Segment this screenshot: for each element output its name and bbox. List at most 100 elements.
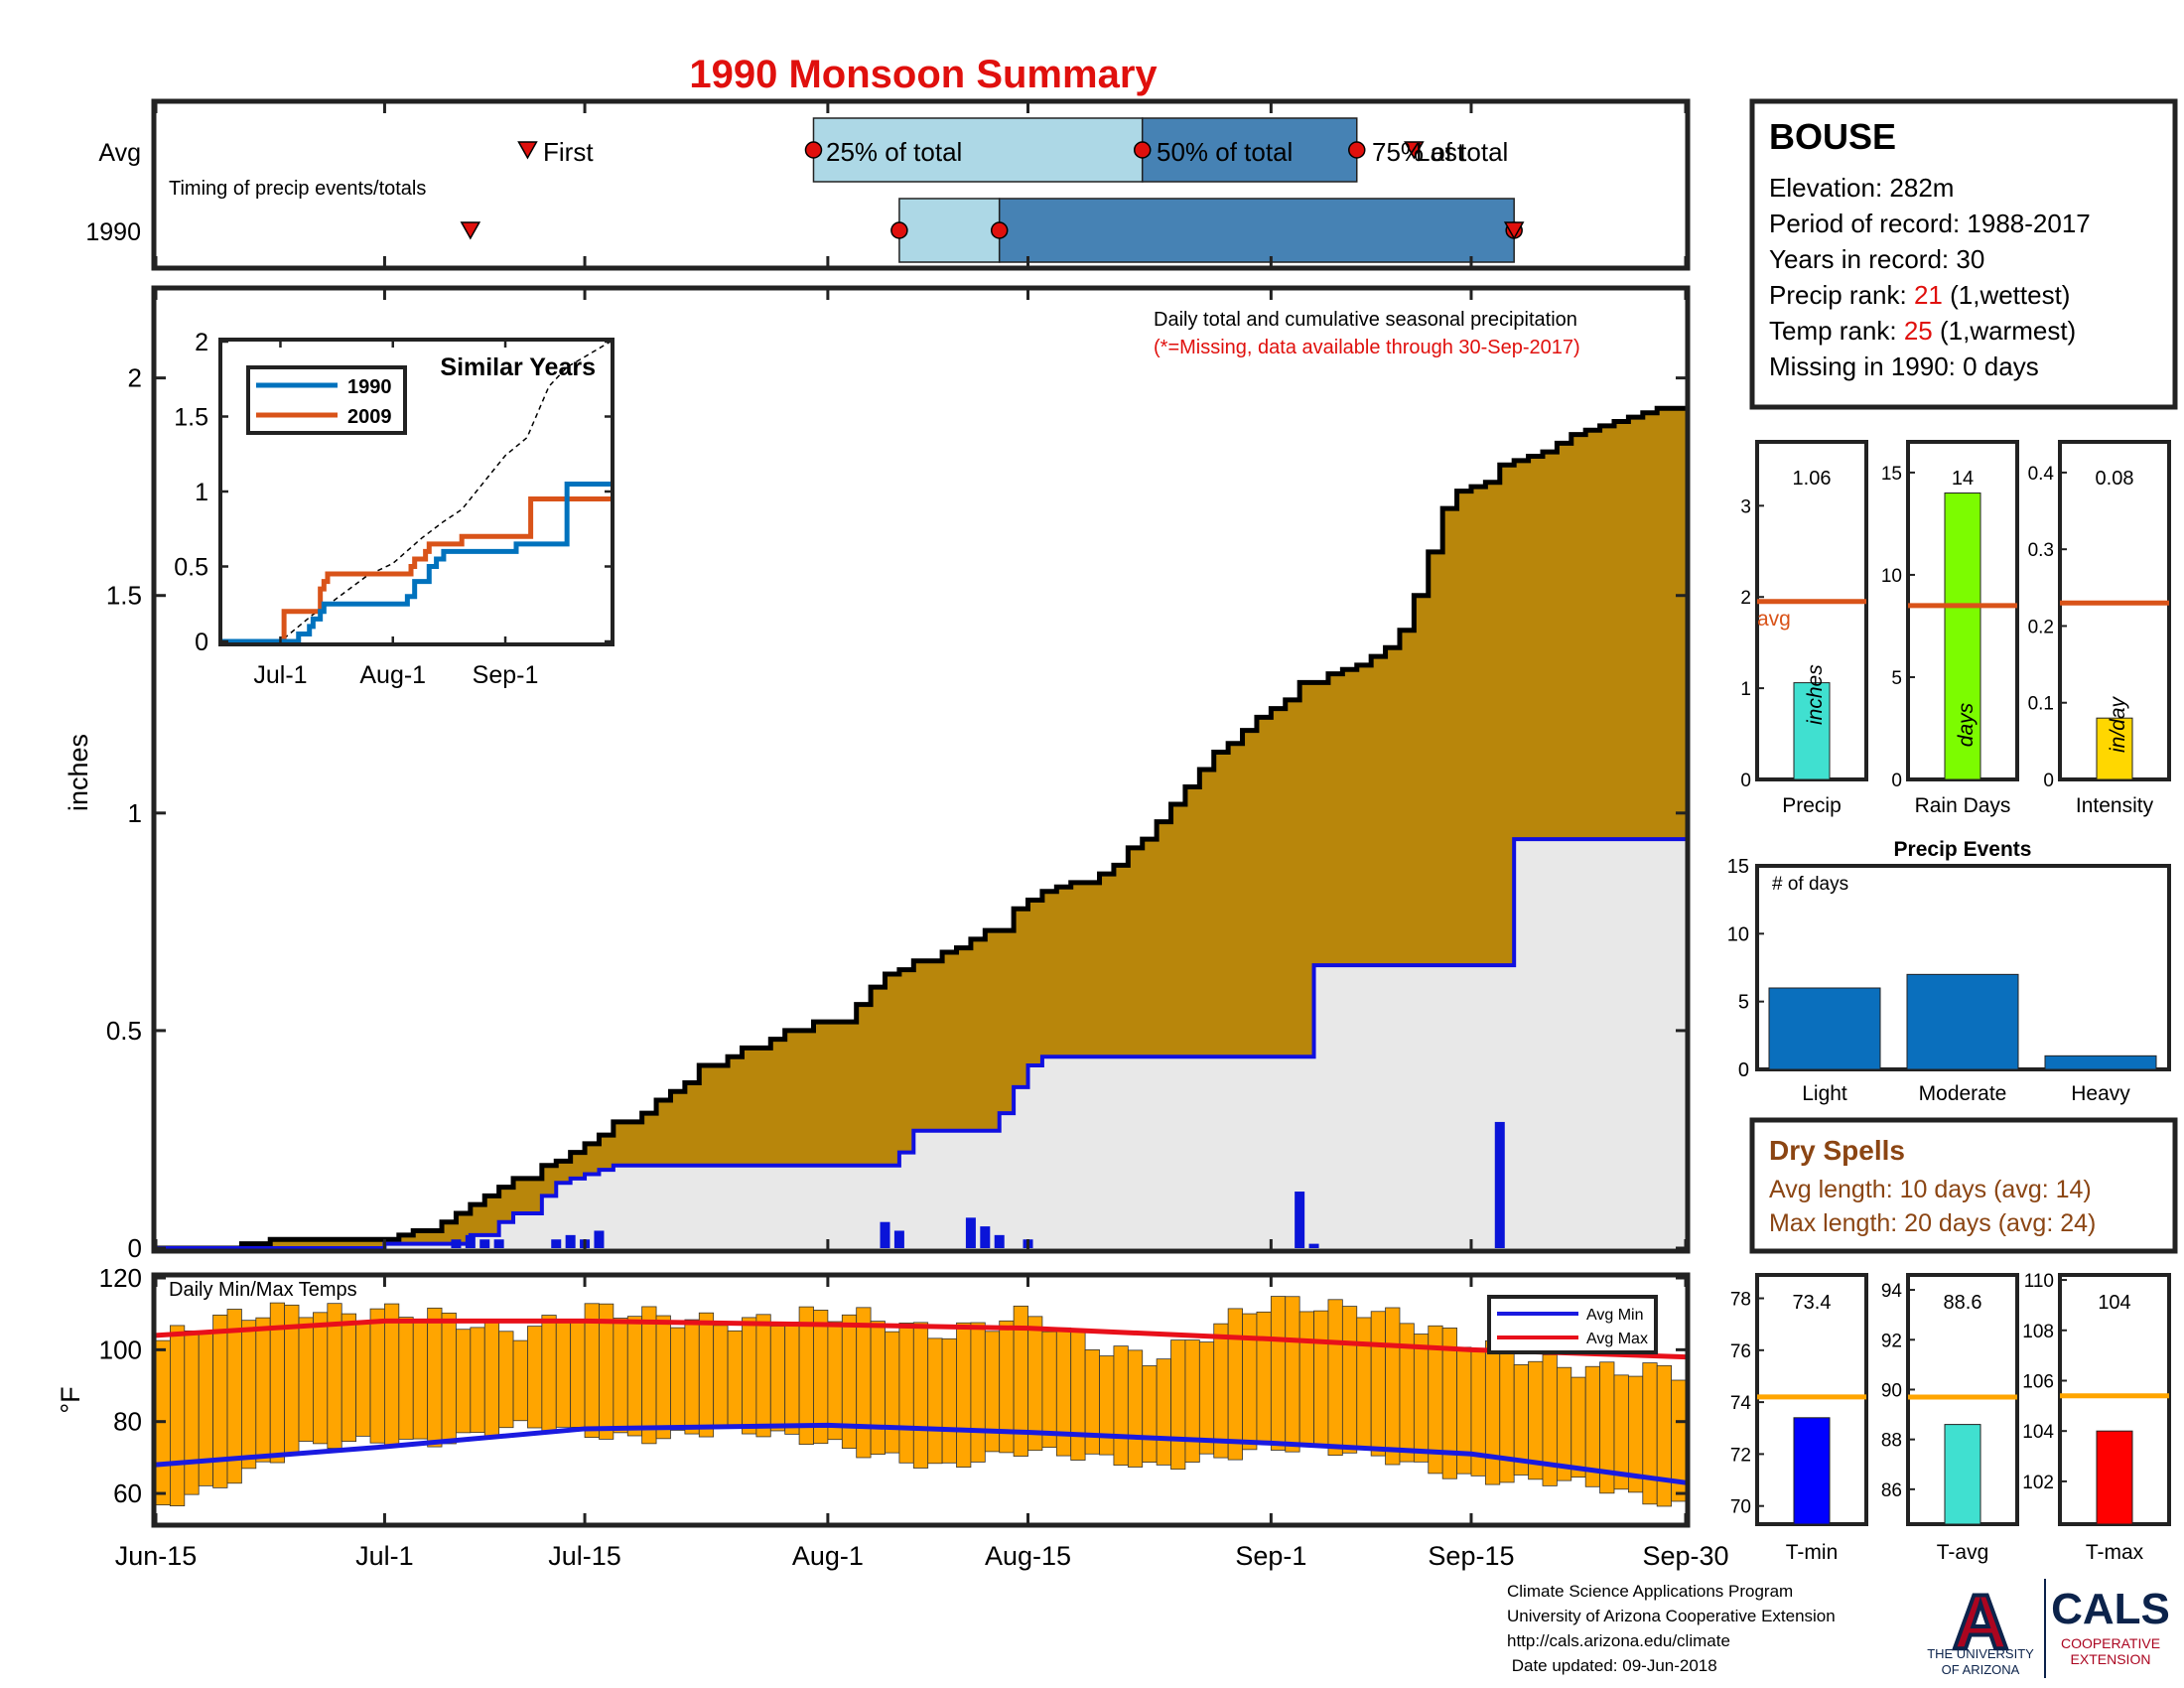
tavg-panel-ytick-label: 94 xyxy=(1881,1281,1903,1302)
temp-legend-box xyxy=(1487,1295,1658,1354)
precip-panel-ytick-label: 2 xyxy=(1740,588,1751,609)
daily-temp-bar xyxy=(1113,1345,1129,1466)
daily-temp-bar xyxy=(626,1316,643,1437)
events-bar-heavy xyxy=(2044,1055,2157,1070)
temperature-summary-bars: 70 72 74 76 78 86 88 90 92 94 102 104 106 108 110 xyxy=(1730,1271,2171,1526)
tmax-panel-ytick-label: 104 xyxy=(2022,1422,2054,1443)
footer-line-4: Date updated: 09-Jun-2018 xyxy=(1507,1656,1717,1675)
events-ytick-label: 0 xyxy=(1738,1059,1749,1081)
cals-sub-1: COOPERATIVE xyxy=(2061,1635,2160,1651)
daily-temp-bar xyxy=(885,1331,900,1454)
precip-value-label: 1.06 xyxy=(1793,468,1832,490)
tmin-label: T-min xyxy=(1786,1541,1839,1564)
xtick-label: Sep-30 xyxy=(1642,1541,1728,1571)
precip-summary-bars: 0 1 2 3 0 5 10 15 0 0.1 0.2 0.3 0.4 xyxy=(1740,440,2171,791)
daily-temp-bar xyxy=(1198,1341,1215,1455)
main-ytick-label: 0.5 xyxy=(106,1016,142,1046)
figure-title: 1990 Monsoon Summary xyxy=(689,53,1158,96)
daily-temp-bar xyxy=(1227,1308,1243,1461)
temp-ytick-label: 80 xyxy=(113,1407,142,1437)
daily-temp-bar xyxy=(384,1303,400,1447)
footer-credits: Climate Science Applications Program Uni… xyxy=(1507,1582,1836,1675)
daily-temp-bar xyxy=(456,1329,472,1434)
avg-max-line xyxy=(155,1318,1687,1360)
daily-precip-bar xyxy=(1494,1121,1505,1248)
tmax-panel-ytick-label: 108 xyxy=(2022,1322,2054,1342)
daily-temp-bar xyxy=(1327,1299,1343,1457)
events-ytick-label: 10 xyxy=(1727,923,1749,945)
inset-2009-line xyxy=(222,496,611,644)
intensity-panel-ytick-label: 0 xyxy=(2043,771,2054,791)
daily-precip-bar xyxy=(565,1234,576,1248)
daily-temp-bar xyxy=(827,1321,843,1441)
inset-ytick-label: 1.5 xyxy=(174,404,208,432)
daily-precip-bar xyxy=(551,1239,562,1248)
inset-legend-box xyxy=(246,365,407,435)
precip-avg-label: avg xyxy=(1757,608,1791,631)
daily-temp-bar xyxy=(956,1322,972,1469)
timing-avg-first-last-marker xyxy=(1404,141,1425,160)
daily-temp-bar xyxy=(1070,1330,1086,1461)
station-missing: Missing in 1990: 0 days xyxy=(1769,352,2039,381)
timing-year-p25-p50-box xyxy=(898,198,1001,263)
daily-temp-bar xyxy=(599,1303,614,1440)
xtick-label: Jun-15 xyxy=(115,1541,198,1571)
precip-panel-ytick-label: 0 xyxy=(1740,771,1751,791)
daily-temp-bar xyxy=(1313,1310,1329,1448)
intensity-panel-ytick-label: 0.2 xyxy=(2028,617,2054,637)
timing-avg-p25-p50-box xyxy=(812,117,1144,183)
intensity-bar-label: Intensity xyxy=(2076,794,2154,817)
main-ytick-label: 1.5 xyxy=(106,581,142,611)
tavg-panel-ytick-label: 88 xyxy=(1881,1431,1902,1452)
tmin-panel-bar xyxy=(1793,1417,1831,1525)
daily-temp-bar xyxy=(641,1306,657,1445)
daily-temp-bar xyxy=(927,1337,943,1465)
daily-temp-bar xyxy=(441,1312,457,1445)
avg-min-line xyxy=(155,1422,1687,1485)
daily-temp-bar xyxy=(1084,1349,1100,1455)
intensity-value-label: 0.08 xyxy=(2096,468,2134,490)
timing-avg-p50-p75-box xyxy=(1141,117,1358,183)
timing-avg-percentile-marker xyxy=(1348,141,1366,159)
tavg-value-label: 88.6 xyxy=(1944,1292,1982,1314)
daily-temp-bar xyxy=(170,1325,186,1506)
intensity-panel-bar xyxy=(2096,717,2133,780)
temp-legend-max: Avg Max xyxy=(1586,1331,1648,1347)
daily-temp-bar xyxy=(941,1337,957,1464)
tmax-panel-ytick-label: 110 xyxy=(2024,1271,2054,1292)
inset-ytick-label: 1 xyxy=(195,479,208,506)
main-ytick-label: 1 xyxy=(128,798,142,828)
daily-temp-bar xyxy=(412,1319,429,1440)
precip-panel-ytick-label: 3 xyxy=(1740,496,1751,517)
average-cumulative-area xyxy=(156,408,1686,1248)
xtick-label: Aug-15 xyxy=(985,1541,1071,1571)
station-info-box: BOUSE Elevation: 282m Period of record: … xyxy=(1749,98,2178,410)
temperature-chart: 60 80 100 120 Daily Min/Max Temps °F Avg Mi… xyxy=(56,1263,1691,1528)
station-years: Years in record: 30 xyxy=(1769,244,1984,274)
daily-temp-bar xyxy=(670,1327,686,1431)
raindays-bar-label: Rain Days xyxy=(1915,794,2011,817)
main-caption: Daily total and cumulative seasonal prec… xyxy=(1154,309,1577,331)
cals-sub-2: EXTENSION xyxy=(2071,1651,2151,1667)
tavg-panel-ytick-label: 90 xyxy=(1881,1380,1902,1401)
daily-precip-bar xyxy=(594,1230,605,1248)
timing-year-p50-p75-box xyxy=(998,198,1515,263)
inset-ytick-label: 0 xyxy=(195,629,208,656)
temp-ytick-label: 60 xyxy=(113,1478,142,1508)
precip-main-chart: 0 0.5 1 1.5 2 Daily total and cumulative sea… xyxy=(64,101,1691,1525)
daily-temp-bar xyxy=(512,1339,528,1422)
daily-temp-bar xyxy=(1156,1358,1171,1466)
daily-temp-bar xyxy=(1242,1313,1258,1451)
dry-spells-avg: Avg length: 10 days (avg: 14) xyxy=(1769,1176,2092,1203)
year-cumulative-line xyxy=(156,837,1686,1250)
cals-logo-text: CALS xyxy=(2051,1585,2170,1633)
daily-temp-bar xyxy=(655,1315,671,1440)
daily-precip-bar xyxy=(893,1230,904,1248)
daily-temp-bar xyxy=(427,1307,443,1448)
precip-unit-label: inches xyxy=(1804,664,1827,725)
daily-temp-bar xyxy=(769,1326,786,1432)
intensity-panel-ytick-label: 0.1 xyxy=(2028,694,2054,715)
daily-temp-bar xyxy=(541,1315,557,1434)
year-cumulative-area xyxy=(156,839,1686,1248)
